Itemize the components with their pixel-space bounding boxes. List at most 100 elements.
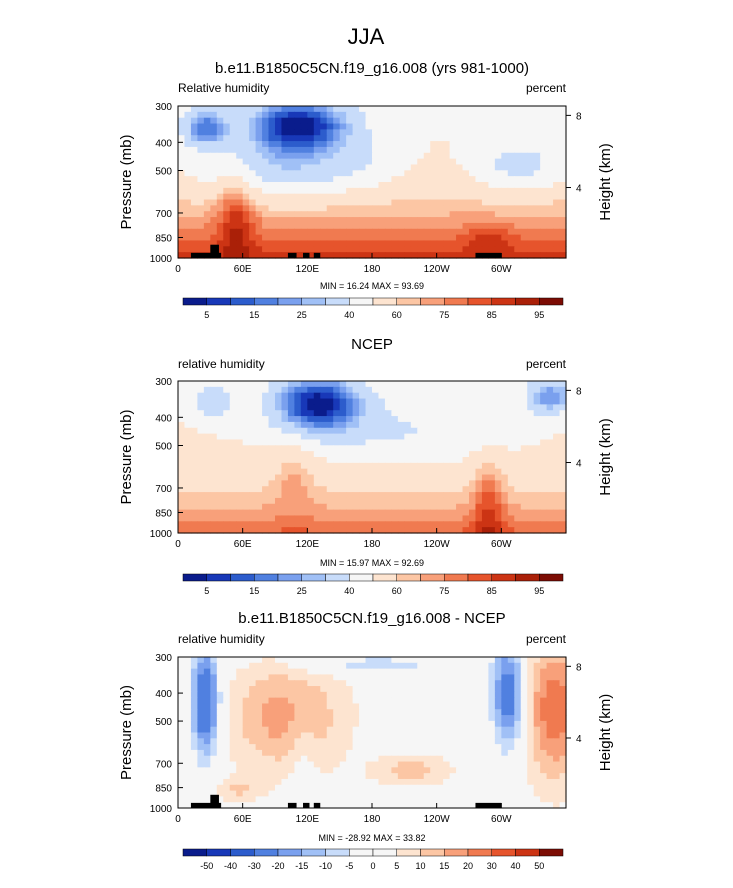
heatmap-cell (281, 726, 289, 734)
heatmap-cell (365, 222, 373, 230)
heatmap-cell (559, 182, 567, 189)
heatmap-cell (475, 457, 483, 464)
heatmap-cell (178, 211, 186, 218)
heatmap-cell (501, 457, 509, 464)
heatmap-cell (436, 398, 444, 405)
heatmap-cell (320, 410, 328, 417)
heatmap-cell (391, 111, 399, 119)
heatmap-cell (242, 709, 250, 716)
heatmap-cell (300, 515, 308, 522)
heatmap-cell (456, 158, 464, 166)
heatmap-cell (339, 755, 347, 763)
heatmap-cell (372, 503, 380, 511)
heatmap-cell (236, 726, 244, 734)
heatmap-cell (546, 164, 554, 171)
heatmap-cell (365, 182, 373, 189)
heatmap-cell (469, 674, 477, 681)
heatmap-cell (352, 662, 360, 670)
heatmap-cell (178, 381, 186, 388)
heatmap-cell (559, 726, 567, 734)
colorbar-label: 40 (510, 861, 520, 871)
heatmap-cell (339, 521, 347, 528)
heatmap-cell (223, 778, 231, 786)
heatmap-cell (236, 141, 244, 148)
heatmap-cell (313, 691, 321, 699)
heatmap-cell (255, 686, 263, 693)
heatmap-cell (553, 527, 561, 534)
heatmap-cell (417, 111, 425, 119)
heatmap-cell (262, 773, 270, 780)
heatmap-cell (320, 433, 328, 441)
heatmap-cell (397, 709, 405, 716)
pressure-tick-label: 700 (155, 209, 172, 220)
heatmap-cell (210, 421, 218, 429)
heatmap-cell (475, 117, 483, 125)
heatmap-cell (514, 381, 522, 388)
heatmap-cell (443, 217, 451, 224)
heatmap-cell (313, 123, 321, 130)
heatmap-cell (281, 761, 289, 768)
heatmap-cell (203, 205, 211, 212)
heatmap-cell (190, 152, 198, 160)
heatmap-cell (514, 474, 522, 481)
heatmap-cell (326, 152, 334, 160)
heatmap-cell (216, 515, 224, 522)
heatmap-cell (333, 497, 341, 505)
heatmap-cell (456, 421, 464, 429)
heatmap-cell (372, 468, 380, 476)
heatmap-cell (475, 205, 483, 212)
heatmap-cell (501, 193, 509, 201)
heatmap-cell (242, 252, 250, 259)
heatmap-cell (527, 246, 535, 253)
heatmap-cell (294, 228, 302, 236)
heatmap-cell (481, 392, 489, 400)
heatmap-cell (275, 427, 283, 435)
colorbar-swatch (444, 297, 469, 306)
heatmap-cell (378, 404, 386, 411)
heatmap-cell (359, 738, 367, 745)
heatmap-cell (404, 199, 412, 206)
heatmap-cell (527, 802, 535, 809)
heatmap-cell (384, 404, 392, 411)
heatmap-cell (430, 778, 438, 786)
heatmap-cell (527, 433, 535, 441)
heatmap-cell (397, 146, 405, 154)
colorbar-label: -15 (295, 861, 308, 871)
heatmap-cell (255, 240, 263, 247)
heatmap-cell (443, 416, 451, 423)
heatmap-cell (326, 738, 334, 745)
heatmap-cell (507, 480, 515, 487)
heatmap-cell (469, 686, 477, 693)
heatmap-cell (307, 796, 315, 803)
heatmap-cell (527, 720, 535, 728)
heatmap-cell (326, 398, 334, 405)
heatmap-cell (352, 521, 360, 528)
heatmap-cell (255, 445, 263, 452)
heatmap-cell (449, 767, 457, 774)
heatmap-cell (443, 697, 451, 705)
heatmap-cell (410, 246, 418, 253)
heatmap-cell (404, 228, 412, 236)
heatmap-cell (494, 410, 502, 417)
heatmap-cell (443, 515, 451, 522)
heatmap-cell (430, 492, 438, 499)
heatmap-cell (410, 170, 418, 177)
heatmap-cell (236, 240, 244, 247)
heatmap-cell (249, 474, 257, 481)
heatmap-cell (223, 117, 231, 125)
heatmap-cell (501, 158, 509, 166)
heatmap-cell (423, 410, 431, 417)
heatmap-cell (300, 521, 308, 528)
heatmap-cell (520, 217, 528, 224)
heatmap-cell (352, 392, 360, 400)
heatmap-cell (197, 410, 205, 417)
heatmap-cell (520, 240, 528, 247)
heatmap-cell (436, 182, 444, 189)
heatmap-cell (339, 691, 347, 699)
heatmap-cell (326, 486, 334, 493)
heatmap-cell (436, 199, 444, 206)
heatmap-cell (320, 182, 328, 189)
heatmap-cell (275, 246, 283, 253)
heatmap-cell (456, 123, 464, 130)
heatmap-cell (404, 709, 412, 716)
